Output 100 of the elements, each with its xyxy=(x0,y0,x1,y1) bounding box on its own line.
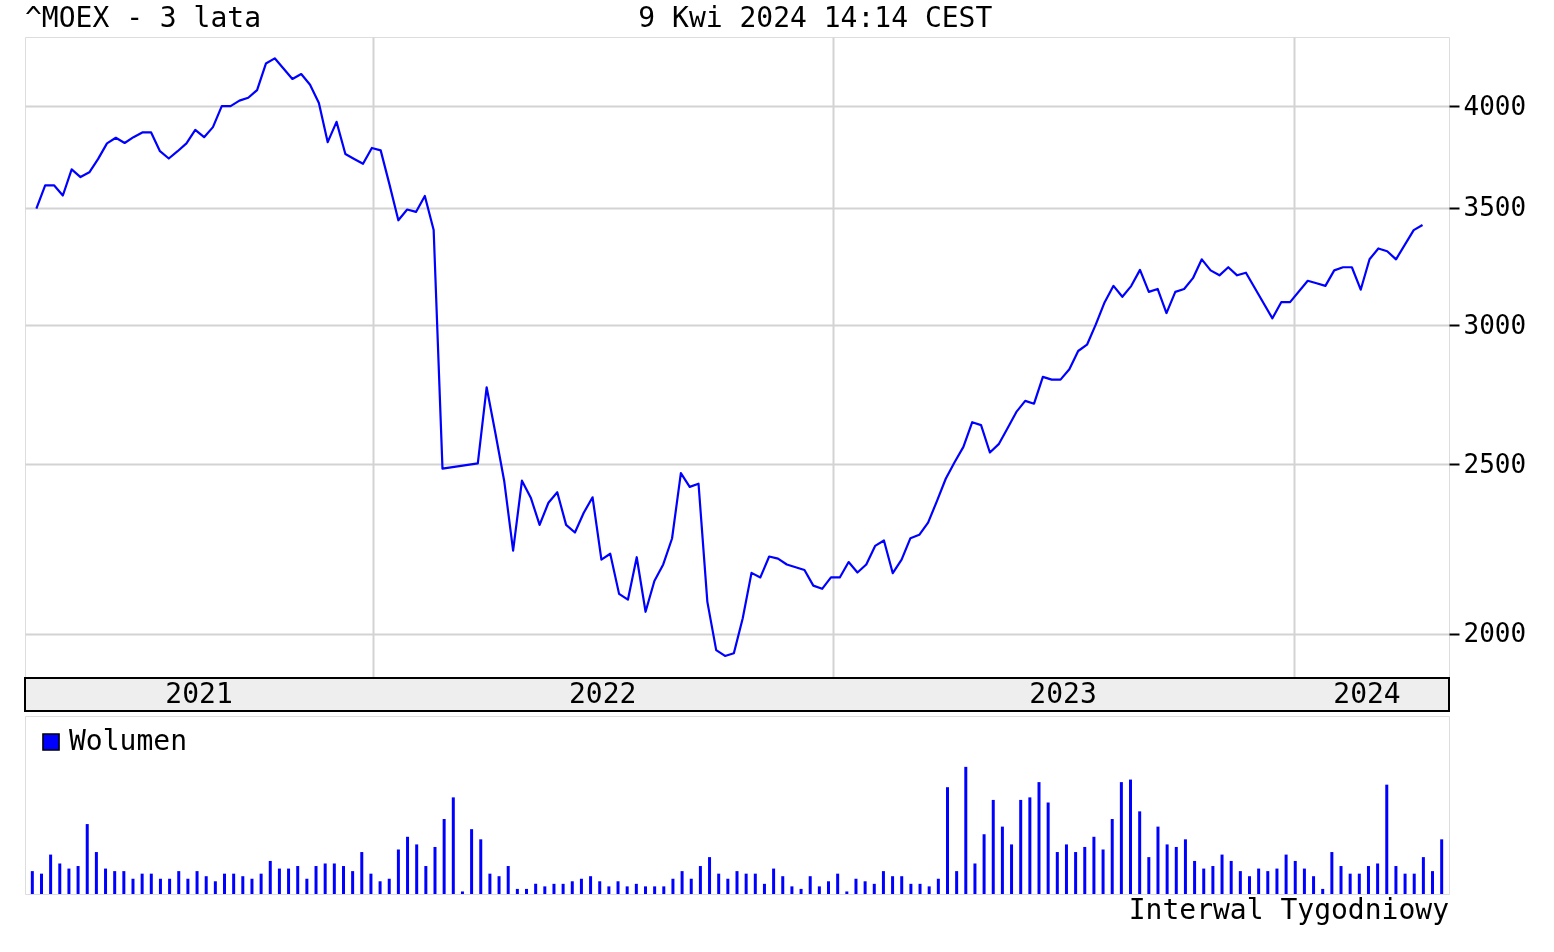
bar xyxy=(881,871,885,894)
bar xyxy=(1431,871,1435,894)
bar xyxy=(817,886,821,894)
bar xyxy=(955,871,959,894)
bar xyxy=(1028,797,1032,894)
bar xyxy=(140,873,144,894)
bar xyxy=(1403,873,1407,894)
bar xyxy=(1193,860,1197,894)
chart-title: ^MOEX - 3 lata xyxy=(25,1,262,34)
bar xyxy=(39,873,43,894)
bar xyxy=(30,871,34,894)
bar xyxy=(964,766,968,894)
bar xyxy=(781,876,785,894)
bar xyxy=(332,863,336,894)
bar xyxy=(708,857,712,894)
bar xyxy=(735,871,739,894)
bar xyxy=(616,881,620,894)
bar xyxy=(836,873,840,894)
bar xyxy=(296,866,300,894)
bar xyxy=(607,886,611,894)
bar xyxy=(1165,844,1169,894)
bar xyxy=(936,878,940,894)
bar xyxy=(515,888,519,894)
bar xyxy=(1129,779,1133,894)
bar xyxy=(598,881,602,894)
bar xyxy=(543,886,547,894)
bar xyxy=(305,878,309,894)
bar xyxy=(625,886,629,894)
bar xyxy=(570,881,574,894)
bar xyxy=(525,888,529,894)
bar xyxy=(744,873,748,894)
bar xyxy=(918,883,922,894)
bar xyxy=(424,866,428,894)
bar xyxy=(1275,868,1279,894)
bar xyxy=(213,881,217,894)
bar xyxy=(232,873,236,894)
bar xyxy=(1266,871,1270,894)
bar xyxy=(973,863,977,894)
bar xyxy=(186,878,190,894)
bar xyxy=(799,888,803,894)
bar xyxy=(1092,836,1096,894)
bar xyxy=(195,871,199,894)
bar xyxy=(378,881,382,894)
bar xyxy=(552,883,556,894)
bar xyxy=(1064,844,1068,894)
bar xyxy=(451,797,455,894)
bar xyxy=(360,852,364,894)
bar xyxy=(1348,873,1352,894)
bar xyxy=(827,881,831,894)
bar xyxy=(1229,860,1233,894)
bar xyxy=(753,873,757,894)
bar xyxy=(991,799,995,894)
bar xyxy=(1000,826,1004,894)
bar xyxy=(1385,784,1389,894)
bar xyxy=(698,866,702,894)
x-tick-label: 2022 xyxy=(568,677,637,710)
bar xyxy=(1339,866,1343,894)
bar xyxy=(1046,802,1050,894)
bar xyxy=(808,876,812,894)
bar xyxy=(442,818,446,894)
bar xyxy=(396,849,400,894)
bar xyxy=(1147,857,1151,894)
bar xyxy=(1293,860,1297,894)
bar xyxy=(662,886,666,894)
bar xyxy=(341,866,345,894)
bar xyxy=(1312,876,1316,894)
bar xyxy=(277,868,281,894)
bar xyxy=(323,863,327,894)
bar xyxy=(634,883,638,894)
bar xyxy=(1357,873,1361,894)
bar xyxy=(250,878,254,894)
bar xyxy=(790,886,794,894)
bar xyxy=(241,876,245,894)
bar xyxy=(58,863,62,894)
bar xyxy=(470,829,474,894)
bar xyxy=(909,883,913,894)
bar xyxy=(76,866,80,894)
bar xyxy=(1257,868,1261,894)
bar xyxy=(433,846,437,894)
bar xyxy=(891,876,895,894)
bar xyxy=(1183,839,1187,894)
y-tick-label: 3000 xyxy=(1463,309,1527,340)
bar xyxy=(671,878,675,894)
legend-label: Wolumen xyxy=(69,724,188,757)
line-series xyxy=(35,57,1424,658)
bar xyxy=(131,878,135,894)
bar xyxy=(1202,868,1206,894)
bar xyxy=(1211,866,1215,894)
bar xyxy=(406,836,410,894)
bar xyxy=(168,878,172,894)
bar xyxy=(177,871,181,894)
bar xyxy=(113,871,117,894)
bar xyxy=(927,886,931,894)
bar xyxy=(589,876,593,894)
bar xyxy=(1101,849,1105,894)
bar xyxy=(1083,846,1087,894)
bar xyxy=(1037,782,1041,894)
bar xyxy=(1074,852,1078,894)
bar xyxy=(534,883,538,894)
bar xyxy=(643,886,647,894)
